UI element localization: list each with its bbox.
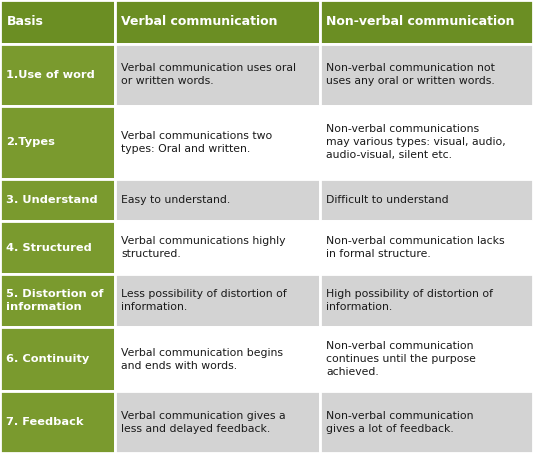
FancyBboxPatch shape: [115, 106, 320, 178]
FancyBboxPatch shape: [115, 221, 320, 275]
FancyBboxPatch shape: [115, 178, 320, 221]
FancyBboxPatch shape: [320, 44, 533, 106]
FancyBboxPatch shape: [0, 178, 115, 221]
Text: Verbal communication: Verbal communication: [121, 15, 278, 29]
Text: 7. Feedback: 7. Feedback: [6, 417, 84, 427]
FancyBboxPatch shape: [320, 391, 533, 453]
FancyBboxPatch shape: [320, 221, 533, 275]
Text: 1.Use of word: 1.Use of word: [6, 70, 95, 80]
FancyBboxPatch shape: [320, 0, 533, 44]
FancyBboxPatch shape: [0, 275, 115, 327]
Text: Verbal communication uses oral
or written words.: Verbal communication uses oral or writte…: [121, 63, 296, 86]
Text: High possibility of distortion of
information.: High possibility of distortion of inform…: [326, 289, 493, 312]
FancyBboxPatch shape: [0, 106, 115, 178]
Text: Non-verbal communication lacks
in formal structure.: Non-verbal communication lacks in formal…: [326, 236, 505, 259]
Text: 4. Structured: 4. Structured: [6, 242, 92, 253]
Text: 6. Continuity: 6. Continuity: [6, 354, 90, 364]
Text: 3. Understand: 3. Understand: [6, 195, 98, 205]
FancyBboxPatch shape: [0, 221, 115, 275]
Text: Verbal communication gives a
less and delayed feedback.: Verbal communication gives a less and de…: [121, 411, 286, 434]
FancyBboxPatch shape: [115, 0, 320, 44]
Text: 2.Types: 2.Types: [6, 137, 55, 147]
Text: Easy to understand.: Easy to understand.: [121, 195, 230, 205]
Text: Verbal communication begins
and ends with words.: Verbal communication begins and ends wit…: [121, 348, 283, 371]
FancyBboxPatch shape: [320, 178, 533, 221]
Text: Non-verbal communication
gives a lot of feedback.: Non-verbal communication gives a lot of …: [326, 411, 474, 434]
FancyBboxPatch shape: [115, 391, 320, 453]
FancyBboxPatch shape: [0, 391, 115, 453]
FancyBboxPatch shape: [115, 327, 320, 391]
Text: Basis: Basis: [6, 15, 43, 29]
Text: Verbal communications highly
structured.: Verbal communications highly structured.: [121, 236, 286, 259]
Text: 5. Distortion of
information: 5. Distortion of information: [6, 289, 104, 312]
FancyBboxPatch shape: [0, 44, 115, 106]
Text: Non-verbal communication: Non-verbal communication: [326, 15, 515, 29]
FancyBboxPatch shape: [115, 44, 320, 106]
Text: Non-verbal communications
may various types: visual, audio,
audio-visual, silent: Non-verbal communications may various ty…: [326, 125, 506, 160]
FancyBboxPatch shape: [320, 106, 533, 178]
FancyBboxPatch shape: [320, 275, 533, 327]
Text: Non-verbal communication
continues until the purpose
achieved.: Non-verbal communication continues until…: [326, 342, 476, 377]
Text: Verbal communications two
types: Oral and written.: Verbal communications two types: Oral an…: [121, 131, 272, 154]
Text: Difficult to understand: Difficult to understand: [326, 195, 449, 205]
FancyBboxPatch shape: [0, 0, 115, 44]
FancyBboxPatch shape: [320, 327, 533, 391]
Text: Non-verbal communication not
uses any oral or written words.: Non-verbal communication not uses any or…: [326, 63, 495, 86]
Text: Less possibility of distortion of
information.: Less possibility of distortion of inform…: [121, 289, 287, 312]
FancyBboxPatch shape: [0, 327, 115, 391]
FancyBboxPatch shape: [115, 275, 320, 327]
